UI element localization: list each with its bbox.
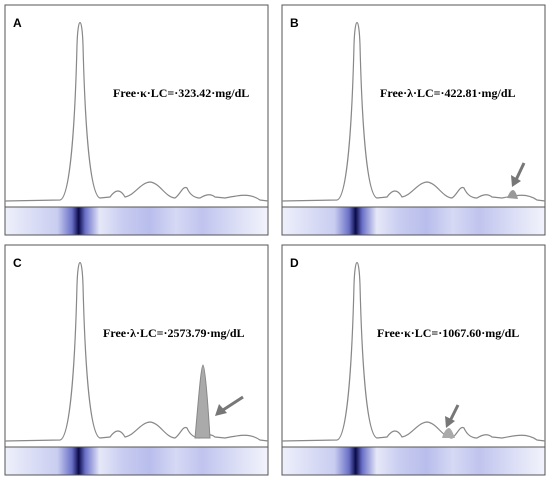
panel-label: C xyxy=(13,256,22,270)
panel-a: A Free·κ·LC=·323.42·mg/dL xyxy=(5,5,268,235)
annotation: Free·κ·LC=·1067.60·mg/dL xyxy=(377,326,519,340)
annotation: Free·λ·LC=·422.81·mg/dL xyxy=(380,86,516,100)
panel-label: A xyxy=(13,16,22,30)
panel-b: B Free·λ·LC=·422.81·mg/dL xyxy=(282,5,545,235)
panel-label: D xyxy=(290,256,299,270)
panel-c: C Free·λ·LC=·2573.79·mg/dL xyxy=(5,245,268,475)
panel-label: B xyxy=(290,16,299,30)
panel-d: D Free·κ·LC=·1067.60·mg/dL xyxy=(282,245,545,475)
annotation: Free·λ·LC=·2573.79·mg/dL xyxy=(103,326,245,340)
annotation: Free·κ·LC=·323.42·mg/dL xyxy=(113,86,249,100)
